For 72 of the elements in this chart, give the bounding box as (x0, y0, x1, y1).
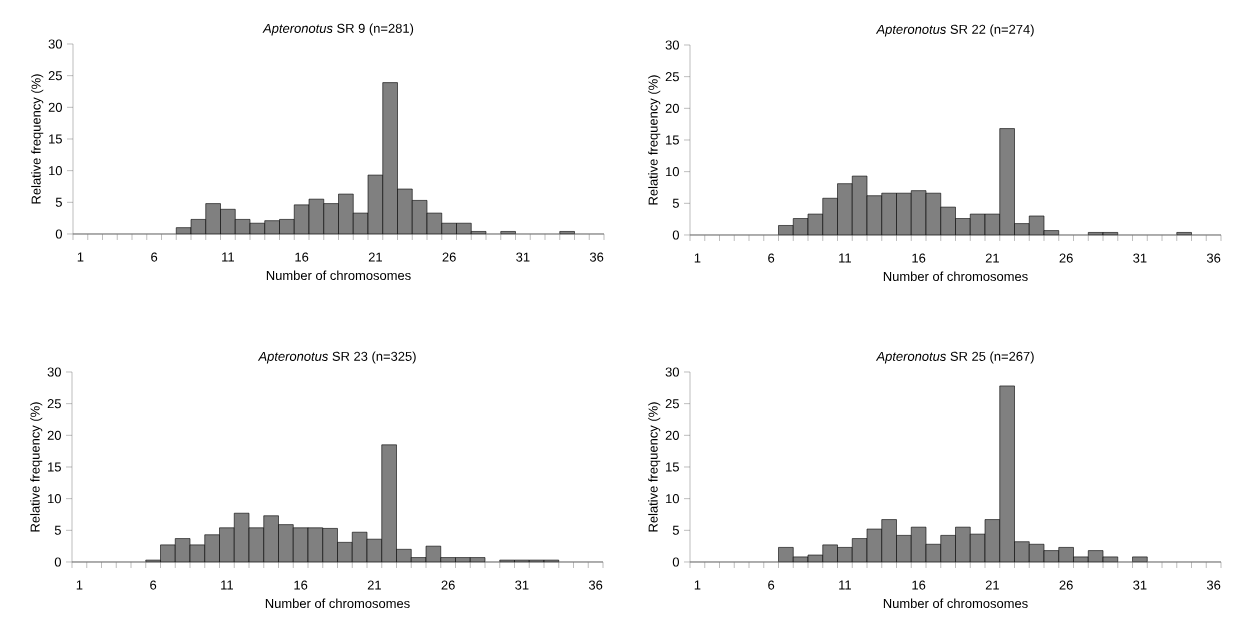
y-tick-label: 20 (47, 430, 61, 440)
y-tick-label: 5 (672, 198, 679, 208)
x-tick-label: 6 (151, 252, 158, 262)
y-tick-label: 20 (665, 103, 679, 113)
x-tick-label: 16 (294, 580, 308, 590)
y-axis-title: Relative frequency (%) (648, 75, 661, 205)
y-tick-label: 0 (55, 229, 62, 239)
x-tick-label: 11 (221, 580, 233, 590)
y-tick-label: 0 (54, 557, 61, 567)
y-tick-label: 15 (48, 462, 61, 472)
y-tick-label: 5 (55, 197, 62, 207)
y-tick-label: 15 (666, 462, 679, 472)
x-tick-label: 36 (1206, 580, 1221, 590)
x-tick-label: 1 (77, 252, 84, 262)
x-tick-label: 21 (985, 253, 999, 263)
y-axis-title: Relative frequency (%) (648, 402, 661, 532)
y-axis-title: Relative frequency (%) (31, 74, 44, 204)
x-axis-title: Number of chromosomes (883, 598, 1028, 609)
x-tick-label: 1 (76, 580, 83, 590)
y-tick-label: 15 (666, 135, 679, 145)
x-tick-label: 31 (1133, 253, 1147, 263)
y-tick-label: 25 (48, 71, 62, 81)
y-tick-label: 0 (672, 230, 679, 240)
x-tick-label: 36 (588, 580, 603, 590)
x-axis-title: Number of chromosomes (265, 598, 410, 609)
y-tick-label: 15 (49, 134, 62, 144)
y-tick-label: 10 (48, 494, 61, 504)
x-tick-label: 6 (768, 580, 775, 590)
x-tick-label: 31 (1133, 580, 1147, 590)
x-tick-label: 31 (515, 580, 529, 590)
y-tick-label: 10 (666, 167, 679, 177)
y-tick-label: 30 (665, 40, 679, 50)
x-tick-label: 1 (694, 580, 701, 590)
x-tick-label: 11 (839, 253, 851, 263)
x-tick-label: 16 (912, 580, 926, 590)
x-tick-label: 11 (839, 580, 851, 590)
y-axis-title: Relative frequency (%) (30, 402, 43, 532)
chart-title: Apteronotus SR 9 (n=281) (262, 23, 414, 36)
x-tick-label: 16 (295, 252, 309, 262)
x-tick-label: 26 (441, 580, 455, 590)
x-tick-label: 26 (1059, 580, 1073, 590)
chart-title: Apteronotus SR 22 (n=274) (875, 24, 1034, 37)
x-axis-title: Number of chromosomes (266, 270, 411, 281)
y-tick-label: 20 (48, 102, 62, 112)
x-tick-label: 1 (694, 253, 701, 263)
y-tick-label: 30 (665, 367, 679, 377)
x-tick-label: 26 (442, 252, 456, 262)
y-tick-label: 30 (47, 367, 61, 377)
x-tick-label: 11 (222, 252, 234, 262)
x-tick-label: 36 (1206, 253, 1221, 263)
chart-title: Apteronotus SR 25 (n=267) (875, 351, 1034, 364)
x-axis-title: Number of chromosomes (883, 271, 1028, 282)
y-tick-label: 5 (672, 525, 679, 535)
x-tick-label: 26 (1059, 253, 1073, 263)
x-tick-label: 6 (150, 580, 157, 590)
x-tick-label: 36 (589, 252, 604, 262)
x-tick-label: 16 (912, 253, 926, 263)
y-tick-label: 10 (666, 494, 679, 504)
y-tick-label: 10 (49, 166, 62, 176)
x-tick-label: 21 (368, 252, 382, 262)
chart-title: Apteronotus SR 23 (n=325) (257, 351, 416, 364)
y-tick-label: 5 (54, 525, 61, 535)
y-tick-label: 25 (47, 399, 61, 409)
x-tick-label: 6 (768, 253, 775, 263)
y-tick-label: 30 (48, 39, 62, 49)
x-tick-label: 21 (985, 580, 999, 590)
y-tick-label: 20 (665, 430, 679, 440)
y-tick-label: 25 (665, 399, 679, 409)
x-tick-label: 31 (516, 252, 530, 262)
y-tick-label: 0 (672, 557, 679, 567)
y-tick-label: 25 (665, 72, 679, 82)
x-tick-label: 21 (367, 580, 381, 590)
